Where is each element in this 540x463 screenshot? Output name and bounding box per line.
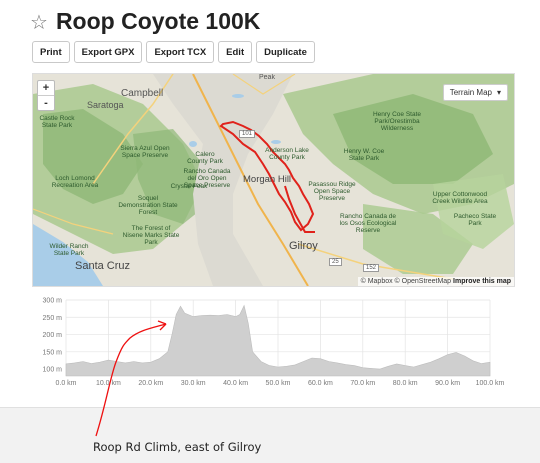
label-gilroy: Gilroy <box>289 240 318 252</box>
zoom-out-button[interactable]: - <box>44 97 48 109</box>
y-tick-label: 250 m <box>43 315 63 322</box>
y-tick-label: 200 m <box>43 332 63 339</box>
footer-bar <box>0 407 540 463</box>
label-henry-w-coe: Henry W. Coe State Park <box>343 148 385 162</box>
caret-down-icon: ▾ <box>496 88 501 97</box>
x-tick-label: 10.0 km <box>96 380 121 387</box>
label-crystal-peak: Crystal Peak <box>170 183 208 190</box>
elevation-chart[interactable]: 100 m 150 m 200 m 250 m 300 m 0.0 km 10.0 km 2… <box>0 292 540 392</box>
star-outline-icon[interactable]: ☆ <box>30 9 48 34</box>
x-tick-label: 40.0 km <box>223 380 248 387</box>
route-shield-101: 101 <box>239 130 256 138</box>
y-tick-label: 150 m <box>43 349 63 356</box>
route-shield-152: 152 <box>363 264 380 272</box>
x-tick-label: 70.0 km <box>350 380 375 387</box>
route-shield-25: 25 <box>329 258 342 266</box>
x-tick-label: 60.0 km <box>308 380 333 387</box>
duplicate-button[interactable]: Duplicate <box>256 41 315 63</box>
route-map[interactable]: + - Terrain Map ▾ Campbell Saratoga Morg… <box>32 73 515 287</box>
label-morgan-hill: Morgan Hill <box>243 174 292 185</box>
label-sierra-azul: Sierra Azul Open Space Preserve <box>120 145 170 159</box>
x-tick-label: 100.0 km <box>476 380 505 387</box>
x-tick-label: 0.0 km <box>55 380 76 387</box>
map-type-label: Terrain Map <box>449 88 492 97</box>
print-button[interactable]: Print <box>32 41 70 63</box>
label-santa-cruz: Santa Cruz <box>75 260 131 272</box>
route-line <box>219 120 315 233</box>
page-header: ☆ Roop Coyote 100K <box>30 8 260 35</box>
zoom-control: + - <box>37 80 55 111</box>
y-tick-label: 100 m <box>43 367 63 374</box>
x-tick-label: 30.0 km <box>181 380 206 387</box>
improve-map-link[interactable]: Improve this map <box>453 278 511 285</box>
route-title: Roop Coyote 100K <box>55 8 261 34</box>
label-campbell: Campbell <box>121 88 164 99</box>
elevation-area <box>65 304 491 377</box>
label-soquel: Soquel Demonstration State Forest <box>118 195 178 216</box>
map-terrain <box>33 74 514 286</box>
map-attribution: © Mapbox © OpenStreetMap Improve this ma… <box>357 277 514 286</box>
label-loch-lomond: Loch Lomond Recreation Area <box>51 175 99 189</box>
export-tcx-button[interactable]: Export TCX <box>146 41 215 63</box>
map-type-select[interactable]: Terrain Map ▾ <box>442 84 508 101</box>
label-henry-coe-orestimba: Henry Coe State Park/Orestimba Wildernes… <box>372 111 422 132</box>
x-tick-label: 80.0 km <box>393 380 418 387</box>
label-pasassou-ridge: Pasassou Ridge Open Space Preserve <box>308 181 356 202</box>
label-castle-rock: Castle Rock State Park <box>39 115 75 129</box>
x-tick-labels: 0.0 km 10.0 km 20.0 km 30.0 km 40.0 km 50.0 k… <box>55 380 504 387</box>
x-tick-label: 50.0 km <box>266 380 291 387</box>
label-calero: Calero County Park <box>187 151 223 165</box>
y-tick-label: 300 m <box>43 298 63 305</box>
label-saratoga: Saratoga <box>87 100 124 110</box>
y-tick-labels: 100 m 150 m 200 m 250 m 300 m <box>43 298 63 374</box>
toolbar: Print Export GPX Export TCX Edit Duplica… <box>32 41 315 63</box>
label-upper-cottonwood: Upper Cottonwood Creek Wildlife Area <box>432 191 488 205</box>
label-nisene-marks: The Forest of Nisene Marks State Park <box>122 225 180 246</box>
label-peak: Peak <box>259 74 275 81</box>
label-rancho-canada-de-los-osos: Rancho Canada de los Osos Ecological Res… <box>339 213 397 234</box>
label-rancho-canada-del-oro: Rancho Canada del Oro Open Space Preserv… <box>183 168 231 189</box>
attribution-text[interactable]: © Mapbox © OpenStreetMap <box>360 278 452 285</box>
label-pacheco: Pacheco State Park <box>453 213 497 227</box>
x-tick-label: 20.0 km <box>138 380 163 387</box>
edit-button[interactable]: Edit <box>218 41 253 63</box>
x-tick-label: 90.0 km <box>435 380 460 387</box>
export-gpx-button[interactable]: Export GPX <box>73 41 143 63</box>
label-wilder-ranch: Wilder Ranch State Park <box>49 243 89 257</box>
annotation-caption: Roop Rd Climb, east of Gilroy <box>93 440 262 454</box>
zoom-in-button[interactable]: + <box>38 81 54 96</box>
label-anderson-lake: Anderson Lake County Park <box>265 147 309 161</box>
